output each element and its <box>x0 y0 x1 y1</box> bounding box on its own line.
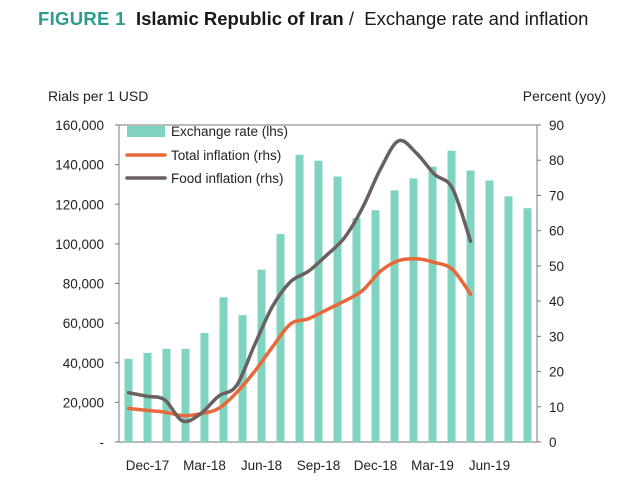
exchange-rate-bar <box>181 348 190 442</box>
exchange-rate-bar <box>352 218 361 442</box>
x-axis-tick-label: Mar-19 <box>411 458 454 473</box>
left-axis-tick-label: 100,000 <box>55 237 104 252</box>
exchange-rate-bar <box>428 166 437 442</box>
right-axis-tick-label: 50 <box>549 259 564 274</box>
legend-swatch-exchange-rate <box>127 126 165 137</box>
left-axis-tick-label: 40,000 <box>63 356 104 371</box>
exchange-rate-bar <box>314 160 323 442</box>
right-axis-tick-label: 40 <box>549 294 564 309</box>
left-axis-tick-label: 140,000 <box>55 158 104 173</box>
figure-country: Islamic Republic of Iran <box>136 8 344 29</box>
exchange-rate-bar <box>257 269 266 442</box>
left-axis-ticks: - 20,000 40,000 60,000 80,000 100,000 120,000 1… <box>55 118 119 450</box>
figure-separator: / <box>348 8 354 29</box>
left-axis-tick-label: 80,000 <box>63 277 104 292</box>
line-series-group <box>126 138 473 424</box>
right-axis-tick-label: 10 <box>549 400 564 415</box>
exchange-rate-bar <box>238 315 247 442</box>
total-inflation-line <box>126 256 473 418</box>
bar-series-exchange-rate <box>124 150 532 442</box>
right-axis-tick-label: 20 <box>549 365 564 380</box>
exchange-rate-bar <box>409 178 418 442</box>
exchange-rate-bar <box>200 333 209 442</box>
exchange-rate-bar <box>390 190 399 442</box>
x-axis-tick-label: Dec-18 <box>354 458 398 473</box>
figure-title: FIGURE 1 Islamic Republic of Iran / Exch… <box>38 6 608 31</box>
x-axis-tick-label: Mar-18 <box>183 458 226 473</box>
exchange-rate-bar <box>371 210 380 442</box>
x-axis-tick-label: Dec-17 <box>126 458 170 473</box>
legend-label: Total inflation (rhs) <box>171 148 281 163</box>
exchange-rate-bar <box>333 176 342 442</box>
exchange-rate-bar <box>447 150 456 442</box>
right-axis-tick-label: 70 <box>549 188 564 203</box>
exchange-rate-bar <box>162 348 171 442</box>
right-axis-tick-label: 90 <box>549 118 564 133</box>
figure-label: FIGURE 1 <box>38 8 126 29</box>
exchange-rate-bar <box>295 154 304 442</box>
x-axis-tick-label: Jun-19 <box>469 458 510 473</box>
figure-subject: Exchange rate and inflation <box>364 8 589 29</box>
right-axis-tick-label: 30 <box>549 329 564 344</box>
right-axis-tick-label: 60 <box>549 224 564 239</box>
exchange-rate-bar <box>466 170 475 442</box>
left-axis-tick-label: 20,000 <box>63 395 104 410</box>
exchange-rate-bar <box>485 180 494 442</box>
left-axis-tick-label: 120,000 <box>55 197 104 212</box>
legend: Exchange rate (lhs) Total inflation (rhs)… <box>125 124 288 186</box>
x-axis-tick-label: Sep-18 <box>297 458 341 473</box>
right-axis-label: Percent (yoy) <box>523 88 606 104</box>
left-axis-tick-label: 160,000 <box>55 118 104 133</box>
exchange-rate-bar <box>504 196 513 442</box>
left-axis-tick-label: - <box>100 435 105 450</box>
food-inflation-line <box>126 138 473 424</box>
exchange-rate-bar <box>523 208 532 442</box>
x-axis-ticks: Dec-17 Mar-18 Jun-18 Sep-18 Dec-18 Mar-19 Jun-… <box>126 458 510 473</box>
exchange-rate-bar <box>124 358 133 442</box>
x-axis-tick-label: Jun-18 <box>241 458 282 473</box>
right-axis-tick-label: 80 <box>549 153 564 168</box>
right-axis-tick-label: 0 <box>549 435 557 450</box>
legend-label: Food inflation (rhs) <box>171 171 284 186</box>
legend-label: Exchange rate (lhs) <box>171 124 288 139</box>
right-axis-ticks: 0 10 20 30 40 50 60 70 80 90 <box>537 118 564 450</box>
left-axis-tick-label: 60,000 <box>63 316 104 331</box>
exchange-rate-bar <box>219 297 228 442</box>
left-axis-label: Rials per 1 USD <box>48 88 148 104</box>
